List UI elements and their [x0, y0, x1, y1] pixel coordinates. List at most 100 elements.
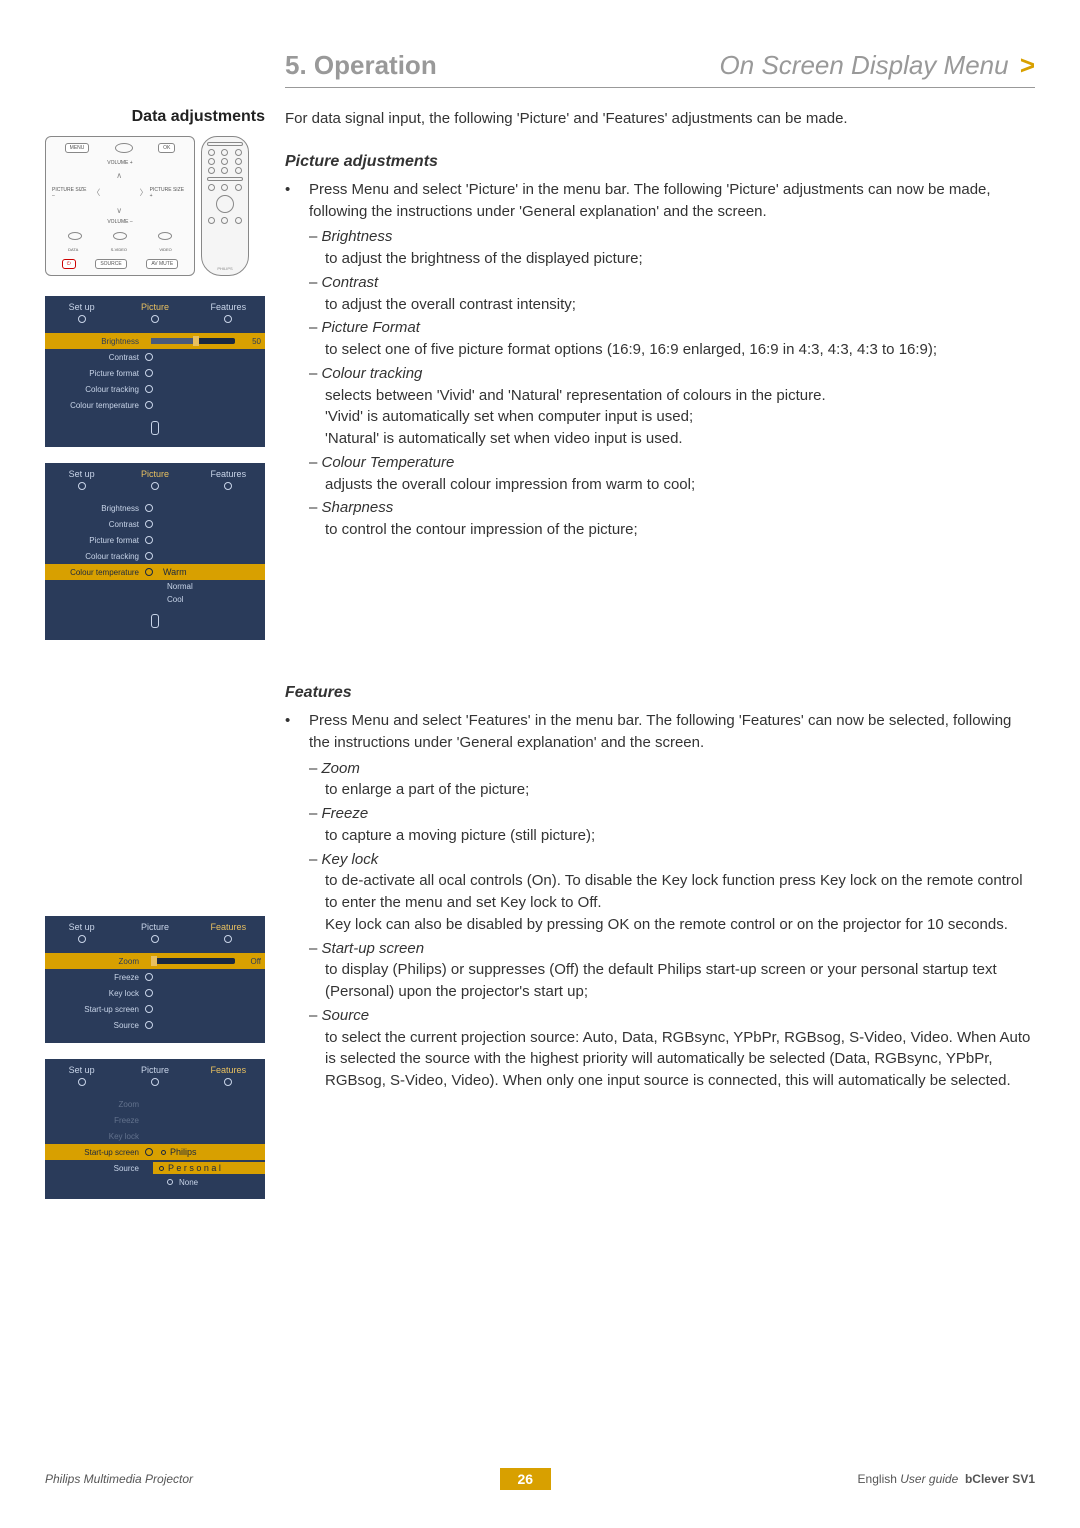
- remote-brand: PHILIPS: [205, 266, 245, 271]
- footer-left: Philips Multimedia Projector: [45, 1472, 193, 1486]
- page-number: 26: [500, 1468, 552, 1490]
- osd-tab-picture[interactable]: Picture: [118, 916, 191, 953]
- osd-row-picture-format[interactable]: Picture format: [45, 532, 265, 548]
- video-button[interactable]: [158, 232, 172, 240]
- osd-tab-picture[interactable]: Picture: [118, 463, 191, 500]
- osd-tab-features[interactable]: Features: [192, 916, 265, 953]
- volume-down-label: VOLUME –: [52, 219, 188, 225]
- osd-row-zoom[interactable]: Zoom Off: [45, 953, 265, 969]
- remote-button[interactable]: [221, 184, 228, 191]
- remote-dpad[interactable]: [216, 195, 234, 213]
- remote-button[interactable]: [235, 184, 242, 191]
- remote-button[interactable]: [235, 158, 242, 165]
- remote-button[interactable]: [221, 167, 228, 174]
- indicator-icon: [115, 143, 133, 153]
- brightness-slider[interactable]: [151, 338, 235, 344]
- osd-tab-setup[interactable]: Set up: [45, 296, 118, 333]
- remote-button[interactable]: [235, 217, 242, 224]
- osd-option-warm[interactable]: Warm: [163, 567, 187, 577]
- osd-option-personal[interactable]: P e r s o n a l: [153, 1162, 265, 1174]
- osd-row-freeze: Freeze: [45, 1112, 265, 1128]
- remote-button[interactable]: [221, 158, 228, 165]
- svideo-label: S-VIDEO: [111, 247, 127, 252]
- volume-up-label: VOLUME +: [52, 160, 188, 166]
- osd-row-colour-temperature[interactable]: Colour temperature: [45, 397, 265, 413]
- osd-row-brightness[interactable]: Brightness 50: [45, 333, 265, 349]
- data-button[interactable]: [68, 232, 82, 240]
- osd-tab-setup[interactable]: Set up: [45, 916, 118, 953]
- osd-row-contrast[interactable]: Contrast: [45, 349, 265, 365]
- device-illustration: MENU OK VOLUME + PICTURE SIZE – ∧ ∨ 〈 〉: [45, 136, 265, 276]
- osd-option-philips[interactable]: Philips: [170, 1147, 197, 1157]
- osd-tab-setup[interactable]: Set up: [45, 463, 118, 500]
- features-desc: to select the current projection source:…: [325, 1027, 1035, 1092]
- picture-desc: to adjust the overall contrast intensity…: [325, 294, 1035, 316]
- picture-desc: 'Vivid' is automatically set when comput…: [325, 406, 1035, 428]
- remote-button[interactable]: [208, 184, 215, 191]
- remote-button[interactable]: [208, 167, 215, 174]
- page-header: 5. Operation On Screen Display Menu >: [285, 50, 1035, 88]
- remote-button[interactable]: [235, 149, 242, 156]
- osd-row-brightness[interactable]: Brightness: [45, 500, 265, 516]
- osd-features-zoom: Set up Picture Features Zoom Off Freeze …: [45, 916, 265, 1043]
- picture-item: – Contrast: [309, 272, 1035, 294]
- osd-row-keylock[interactable]: Key lock: [45, 985, 265, 1001]
- osd-row-colour-tracking[interactable]: Colour tracking: [45, 381, 265, 397]
- features-desc: to de-activate all ocal controls (On). T…: [325, 870, 1035, 914]
- remote-control: PHILIPS: [201, 136, 249, 276]
- section-title: On Screen Display Menu >: [720, 50, 1035, 81]
- svideo-button[interactable]: [113, 232, 127, 240]
- ok-button[interactable]: OK: [158, 143, 175, 153]
- osd-option-normal[interactable]: Normal: [155, 580, 265, 593]
- intro-text: For data signal input, the following 'Pi…: [285, 108, 1035, 130]
- standby-button[interactable]: ⏻: [62, 259, 76, 269]
- remote-button[interactable]: [221, 149, 228, 156]
- picture-desc: to adjust the brightness of the displaye…: [325, 248, 1035, 270]
- osd-row-freeze[interactable]: Freeze: [45, 969, 265, 985]
- avmute-button[interactable]: AV MUTE: [146, 259, 178, 269]
- features-item: – Zoom: [309, 758, 1035, 780]
- osd-row-source[interactable]: Source: [45, 1017, 265, 1033]
- picture-desc: adjusts the overall colour impression fr…: [325, 474, 1035, 496]
- features-bullet: • Press Menu and select 'Features' in th…: [285, 710, 1035, 754]
- menu-button[interactable]: MENU: [65, 143, 90, 153]
- picture-desc: to select one of five picture format opt…: [325, 339, 1035, 361]
- osd-row-colour-tracking[interactable]: Colour tracking: [45, 548, 265, 564]
- remote-top-icon: [207, 142, 243, 146]
- remote-button[interactable]: [221, 217, 228, 224]
- remote-button[interactable]: [208, 158, 215, 165]
- osd-tab-setup[interactable]: Set up: [45, 1059, 118, 1096]
- picture-item: – Colour tracking: [309, 363, 1035, 385]
- osd-option-cool[interactable]: Cool: [155, 593, 265, 606]
- sidebar-heading: Data adjustments: [45, 108, 265, 126]
- picture-size-plus-label: PICTURE SIZE +: [150, 187, 188, 199]
- video-label: VIDEO: [159, 247, 171, 252]
- features-desc: to display (Philips) or suppresses (Off)…: [325, 959, 1035, 1003]
- osd-row-colour-temperature[interactable]: Colour temperature Warm: [45, 564, 265, 580]
- osd-tab-picture[interactable]: Picture: [118, 296, 191, 333]
- features-item: – Source: [309, 1005, 1035, 1027]
- osd-row-picture-format[interactable]: Picture format: [45, 365, 265, 381]
- osd-tab-features[interactable]: Features: [192, 1059, 265, 1096]
- section-title-text: On Screen Display Menu: [720, 50, 1009, 80]
- osd-tab-features[interactable]: Features: [192, 463, 265, 500]
- picture-desc: to control the contour impression of the…: [325, 519, 1035, 541]
- osd-row-source[interactable]: Source P e r s o n a l: [45, 1160, 265, 1176]
- scroll-icon: [151, 421, 159, 435]
- dpad[interactable]: ∧ ∨ 〈 〉: [90, 173, 149, 213]
- scroll-icon: [151, 614, 159, 628]
- remote-button[interactable]: [208, 217, 215, 224]
- source-button[interactable]: SOURCE: [95, 259, 126, 269]
- osd-tab-picture[interactable]: Picture: [118, 1059, 191, 1096]
- osd-tab-features[interactable]: Features: [192, 296, 265, 333]
- osd-row-contrast[interactable]: Contrast: [45, 516, 265, 532]
- osd-row-startup[interactable]: Start-up screen: [45, 1001, 265, 1017]
- osd-row-startup[interactable]: Start-up screen Philips: [45, 1144, 265, 1160]
- chevron-right-icon: >: [1020, 50, 1035, 80]
- zoom-slider[interactable]: [151, 958, 235, 964]
- osd-option-none[interactable]: None: [155, 1176, 265, 1189]
- features-desc: to capture a moving picture (still pictu…: [325, 825, 1035, 847]
- remote-button[interactable]: [235, 167, 242, 174]
- osd-row-zoom: Zoom: [45, 1096, 265, 1112]
- remote-button[interactable]: [208, 149, 215, 156]
